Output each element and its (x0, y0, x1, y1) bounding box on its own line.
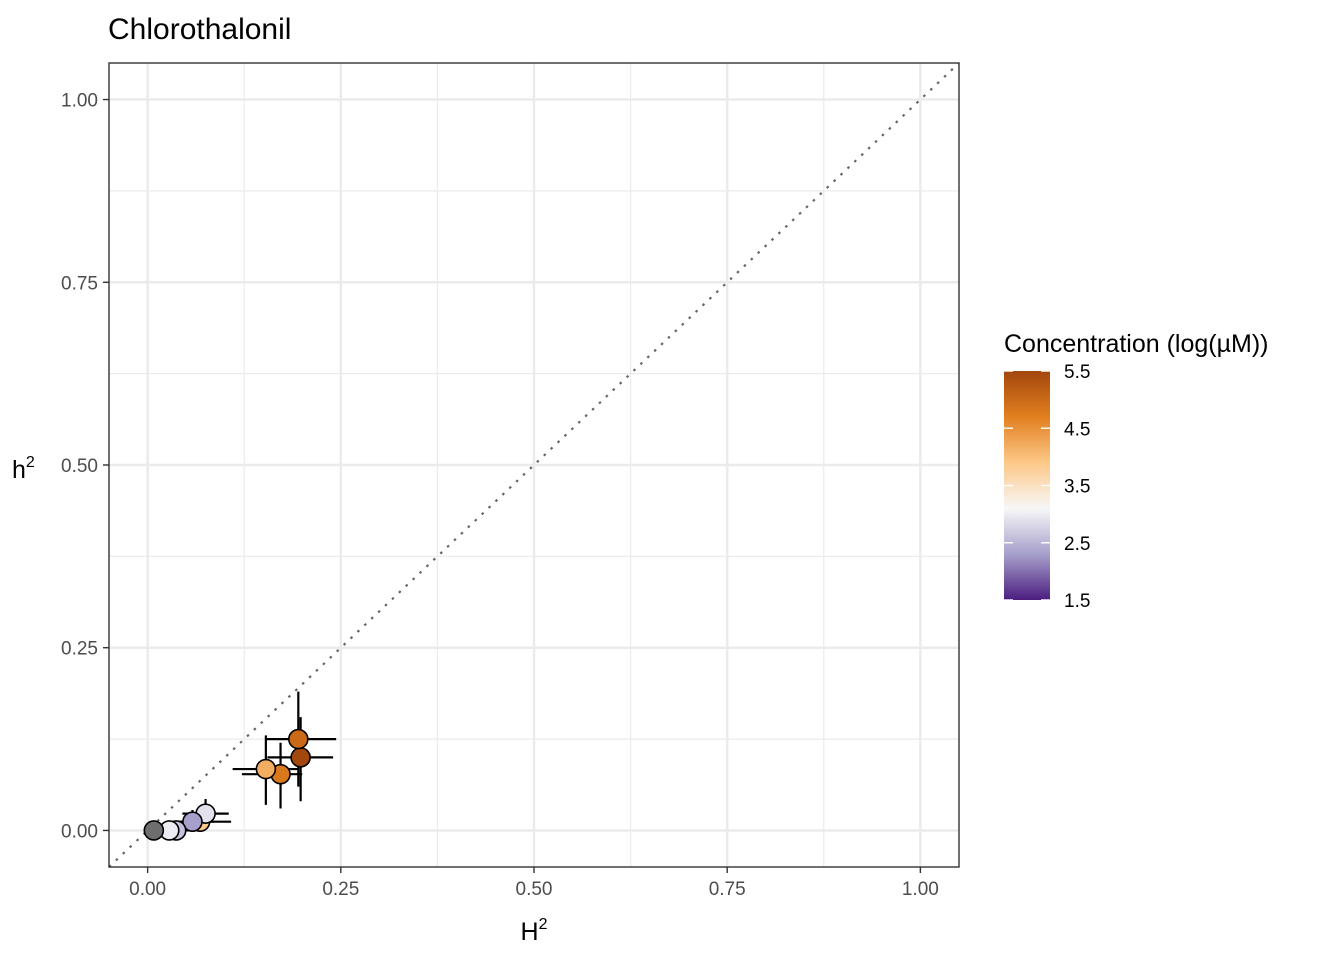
legend-tick-label: 2.5 (1064, 534, 1090, 555)
chart-title: Chlorothalonil (108, 13, 291, 46)
x-tick-label: 0.50 (516, 879, 553, 900)
legend-tick-label: 5.5 (1064, 362, 1090, 383)
y-axis-title: h2 (12, 454, 35, 484)
y-tick-label: 1.00 (61, 91, 98, 112)
y-tick-label: 0.00 (61, 821, 98, 842)
legend-tick-label: 4.5 (1064, 419, 1090, 440)
y-tick-label: 0.75 (61, 273, 98, 294)
data-point (255, 758, 277, 780)
legend-tick-label: 1.5 (1064, 591, 1090, 612)
data-points (143, 728, 311, 841)
y-axis-ticks: 0.00 0.25 0.50 0.75 1.00 (61, 91, 109, 842)
x-tick-label: 1.00 (902, 879, 939, 900)
data-point (143, 820, 165, 841)
legend-title: Concentration (log(µM)) (1004, 330, 1269, 358)
legend-tick-label: 3.5 (1064, 477, 1090, 498)
x-axis-title: H2 (521, 916, 548, 946)
y-tick-label: 0.25 (61, 639, 98, 660)
y-tick-label: 0.50 (61, 456, 98, 477)
x-tick-label: 0.75 (709, 879, 746, 900)
legend-ticks: 5.5 4.5 3.5 2.5 1.5 (1004, 362, 1090, 612)
x-axis-title-superscript: 2 (539, 916, 548, 933)
x-tick-label: 0.25 (322, 879, 359, 900)
data-point (182, 811, 203, 832)
major-grid (109, 63, 959, 867)
x-tick-label: 0.00 (129, 879, 166, 900)
data-point (288, 728, 309, 750)
y-axis-title-superscript: 2 (26, 454, 35, 471)
color-legend: Concentration (log(µM)) 5.5 4.5 3.5 2.5 1.5 (1004, 330, 1269, 612)
x-axis-ticks: 0.00 0.25 0.50 0.75 1.00 (129, 867, 939, 900)
data-point (290, 747, 311, 768)
